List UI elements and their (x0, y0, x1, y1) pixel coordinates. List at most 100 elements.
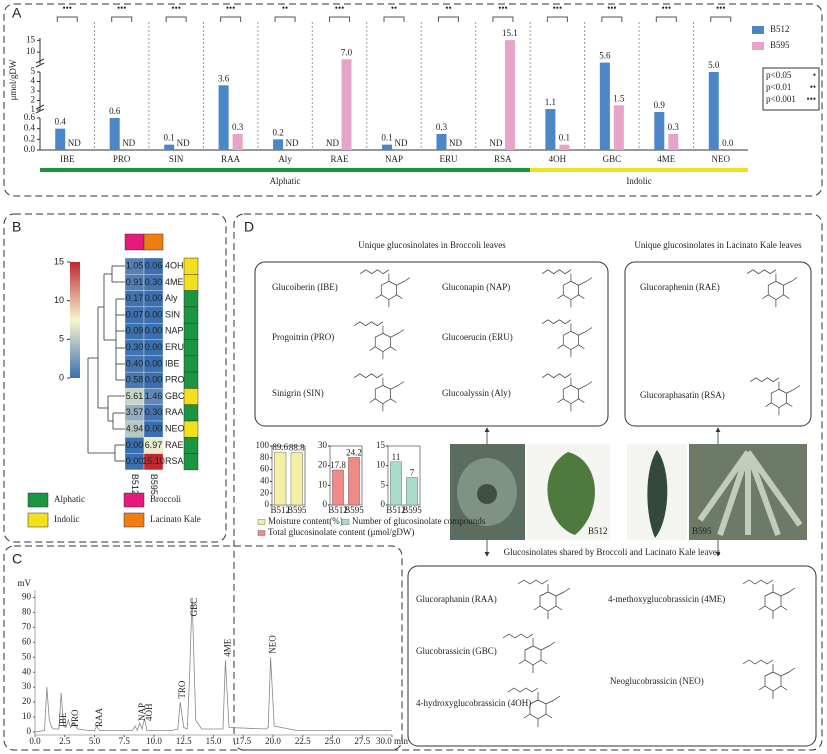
value-label: ND (122, 138, 135, 148)
cell-label: 0.40 (126, 358, 144, 368)
key-mark: ••• (807, 94, 816, 104)
value-label: 0.1 (381, 133, 392, 143)
x-tick-label: 25.0 (325, 736, 341, 746)
bar (668, 134, 679, 150)
row-group (183, 388, 199, 405)
significance-bracket (383, 16, 405, 22)
cell-label: 0.00 (126, 456, 144, 466)
y-tick-label: 40 (260, 475, 270, 485)
significance: ••• (63, 3, 72, 13)
significance: ••• (171, 3, 180, 13)
panel-label: C (12, 551, 22, 567)
y-tick-label: 40 (22, 666, 32, 676)
y-tick-label: 5 (31, 66, 36, 76)
x-tick-label: 4ME (657, 154, 676, 164)
value-label: 0.2 (272, 127, 283, 137)
peak-label: 4ME (222, 638, 232, 657)
y-tick-label: 30 (22, 681, 32, 691)
legend-swatch (752, 26, 764, 34)
bar (218, 85, 229, 150)
bar (559, 144, 570, 150)
group-box (407, 565, 817, 747)
value-label: ND (449, 138, 462, 148)
group-title: Unique glucosinolates in Lacinato Kale l… (634, 240, 802, 250)
x-tick-label: GBC (603, 154, 622, 164)
x-tick-label: ERU (439, 154, 458, 164)
cell-label: 0.06 (145, 261, 163, 271)
axis-break (35, 104, 45, 114)
y-tick-label: 0.6 (24, 112, 36, 122)
x-tick-label: B512 (328, 505, 348, 515)
y-tick-label: 2 (31, 95, 36, 105)
value-label: 0.9 (654, 100, 666, 110)
significance-bracket (601, 16, 623, 22)
x-tick-label: RSA (494, 154, 512, 164)
trace (34, 597, 392, 733)
x-tick-label: B595 (402, 505, 422, 515)
row-group (183, 437, 199, 454)
y-tick-label: 15 (26, 34, 36, 44)
value-label: 5.6 (599, 51, 611, 61)
x-tick-label: NEO (712, 154, 731, 164)
x-tick-label: 17.5 (235, 736, 251, 746)
cell-label: 0.07 (126, 309, 144, 319)
value-label: 7.0 (341, 47, 353, 57)
row-label: ERU (165, 342, 184, 352)
significance-bracket (437, 16, 459, 22)
x-tick-label: RAA (221, 154, 241, 164)
colorbar (70, 262, 80, 378)
y-tick-label: 60 (22, 636, 32, 646)
group-title: Glucosinolates shared by Broccoli and La… (504, 547, 721, 557)
legend-swatch (257, 530, 266, 536)
key-mark: •• (810, 82, 816, 92)
compound-name: Glucoraphenin (RAE) (640, 282, 720, 292)
bar (164, 144, 175, 150)
compound-name: Glucoerucin (ERU) (442, 332, 513, 342)
x-tick-label: Aly (278, 154, 292, 164)
group-label: Alphatic (270, 176, 301, 186)
x-tick-label: B512 (270, 505, 290, 515)
x-tick-label: 7.5 (119, 736, 131, 746)
value-label: 88.8 (289, 443, 305, 453)
value-label: ND (395, 138, 408, 148)
significance-bracket (274, 16, 296, 22)
value-label: ND (286, 138, 299, 148)
row-group (183, 290, 199, 308)
legend-label: Total glucosinolate content (μmol/gDW) (268, 527, 414, 537)
bar (332, 469, 344, 506)
cell-label: 4.94 (126, 424, 144, 434)
significance-bracket (546, 16, 568, 22)
row-label: GBC (165, 391, 185, 401)
significance: •• (282, 3, 288, 13)
significance: ••• (662, 3, 671, 13)
row-label: IBE (165, 358, 180, 368)
cell-label: 0.00 (145, 326, 163, 336)
x-tick-label: 10.0 (146, 736, 162, 746)
bar (406, 477, 418, 506)
compound-name: Glucobrassicin (GBC) (416, 646, 497, 656)
bar (55, 128, 66, 150)
x-tick-label: RAE (331, 154, 350, 164)
value-label: 7 (410, 468, 415, 478)
peak-label: IBE (58, 712, 68, 727)
y-axis-label: mV (18, 578, 32, 588)
bar (654, 112, 665, 150)
cell-label: 0.17 (126, 293, 144, 303)
x-tick-label: 15.0 (206, 736, 222, 746)
value-label: 1.1 (545, 97, 556, 107)
y-tick-label: 10 (376, 460, 386, 470)
legend-label: Number of glucosinolate compounds (352, 516, 486, 526)
value-label: 24.2 (346, 447, 362, 457)
y-tick-label: 0.4 (24, 123, 36, 133)
significance-bracket (710, 16, 732, 22)
cell-label: 0.00 (145, 358, 163, 368)
column-label: B595 (149, 474, 159, 495)
significance-key (762, 67, 820, 111)
x-tick-label: 0.0 (29, 736, 41, 746)
cell-label: 15.10 (142, 456, 165, 466)
row-label: NEO (165, 424, 185, 434)
compound-name: Glucoiberin (IBE) (272, 282, 338, 292)
colorbar-label: 15 (54, 256, 64, 266)
photo (627, 444, 807, 540)
